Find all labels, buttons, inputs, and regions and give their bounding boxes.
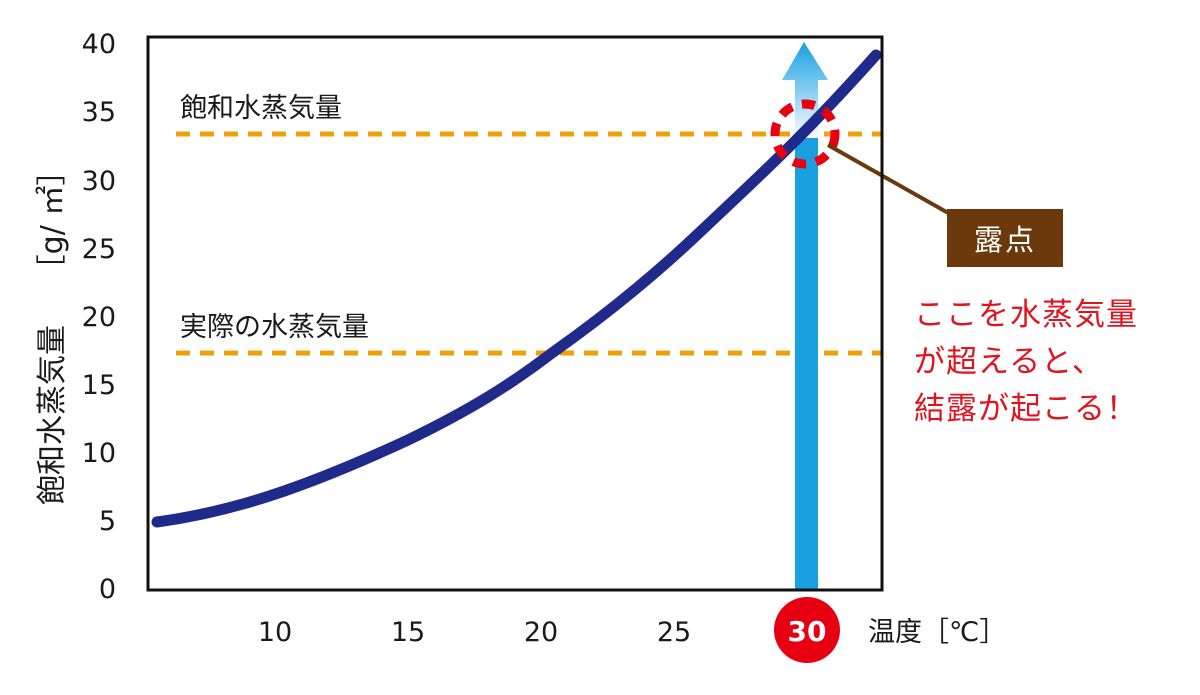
y-tick: 0 (99, 574, 116, 605)
saturation-line-label: 飽和水蒸気量 (180, 93, 342, 124)
highlight-x-text: 30 (788, 615, 827, 648)
x-tick: 10 (258, 617, 292, 648)
note-line: ここを水蒸気量 (914, 297, 1138, 333)
y-tick: 20 (82, 302, 116, 333)
y-tick: 40 (82, 29, 116, 60)
y-tick: 25 (82, 234, 116, 265)
x-tick: 15 (391, 617, 425, 648)
y-axis-title: 飽和水蒸気量 ［g/ ㎡］ (35, 156, 70, 505)
note-line: 結露が起こる！ (914, 391, 1138, 427)
note-line: が超えると、 (914, 344, 1104, 380)
condensation-note: ここを水蒸気量 が超えると、 結露が起こる！ (914, 292, 1194, 433)
y-axis-ticks: 0 5 10 15 20 25 30 35 40 (82, 29, 116, 605)
saturation-curve (151, 49, 882, 528)
y-axis-title-text: 飽和水蒸気量 (35, 325, 70, 505)
y-tick: 5 (99, 506, 116, 537)
y-tick: 30 (82, 166, 116, 197)
x-tick: 25 (657, 617, 691, 648)
dew-point-label: 露点 (973, 223, 1036, 257)
y-axis-unit-text: ［g/ ㎡］ (35, 156, 70, 285)
highlight-x-badge: 30 (774, 597, 840, 663)
x-tick: 20 (524, 617, 558, 648)
dew-point-badge: 露点 (947, 209, 1063, 267)
plot-frame (146, 35, 884, 592)
y-tick: 35 (82, 97, 116, 128)
x-axis-ticks: 10 15 20 25 (258, 617, 691, 648)
y-tick: 10 (82, 438, 116, 469)
y-tick: 15 (82, 370, 116, 401)
actual-line-label: 実際の水蒸気量 (180, 312, 369, 343)
dew-point-leader (827, 143, 951, 216)
temperature-bar (795, 138, 818, 590)
x-axis-title: 温度［℃］ (868, 617, 1006, 648)
dew-point-marker (770, 99, 840, 169)
